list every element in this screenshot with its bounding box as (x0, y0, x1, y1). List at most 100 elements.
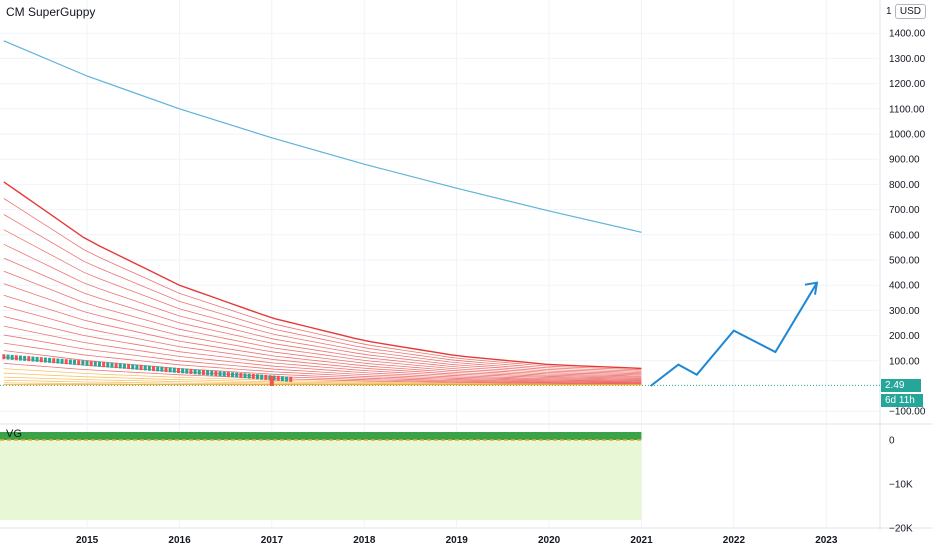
candle (164, 367, 168, 373)
candles (2, 354, 293, 386)
guppy-line (3, 283, 642, 378)
candle (97, 361, 101, 367)
currency-button[interactable]: USD (894, 4, 926, 19)
candle (56, 358, 60, 364)
candle (10, 354, 14, 360)
candle (93, 361, 97, 367)
candle (201, 369, 205, 375)
y-tick-label: 900.00 (889, 155, 920, 166)
y-tick-label: 300.00 (889, 306, 920, 317)
guppy-line (3, 356, 642, 384)
candle (269, 375, 274, 386)
candle (193, 369, 197, 375)
candle (160, 366, 164, 372)
candle (210, 370, 214, 376)
candle (118, 363, 122, 369)
candle (85, 360, 89, 366)
guppy-line (3, 214, 642, 372)
x-tick-label: 2021 (630, 535, 653, 546)
candle (214, 370, 218, 376)
candle (185, 368, 189, 374)
guppy-line (3, 243, 642, 375)
x-tick-label: 2023 (815, 535, 838, 546)
guppy-line (3, 229, 642, 373)
vg-y-tick-label: −10K (889, 480, 913, 491)
study-title[interactable]: CM SuperGuppy (6, 5, 96, 19)
y-tick-label: 1400.00 (889, 29, 926, 40)
candle (206, 370, 210, 376)
candle (77, 360, 81, 366)
candle (110, 362, 114, 368)
candle (243, 373, 247, 379)
guppy-line (3, 316, 642, 381)
candle (52, 358, 56, 364)
candle (235, 372, 239, 378)
guppy-line (3, 257, 642, 376)
candle (143, 365, 147, 371)
guppy-line (3, 305, 642, 380)
guppy-line (3, 198, 642, 371)
candle (231, 372, 235, 378)
candle (135, 364, 139, 370)
guppy-line (3, 270, 642, 377)
y-tick-label: 1100.00 (889, 104, 925, 115)
x-tick-label: 2016 (168, 535, 191, 546)
vg-y-tick-label: 0 (889, 436, 895, 447)
candle (81, 360, 85, 366)
candle (18, 355, 22, 361)
candle (168, 367, 172, 373)
candle (48, 357, 52, 363)
candle (131, 364, 135, 370)
guppy-ribbon (3, 181, 642, 386)
candle (218, 371, 222, 377)
candle (239, 372, 243, 378)
candle (189, 368, 193, 374)
candle (251, 373, 255, 379)
candle (106, 362, 110, 368)
candle (127, 364, 131, 370)
candle (255, 374, 259, 380)
vg-pane-title[interactable]: VG (6, 428, 22, 440)
candle (276, 375, 280, 381)
guppy-line (3, 334, 642, 382)
candle (226, 371, 230, 377)
candle (60, 358, 64, 364)
last-price-tag: 2.49 (881, 379, 921, 392)
candle (39, 357, 43, 363)
candle (280, 376, 284, 382)
x-tick-label: 2022 (723, 535, 746, 546)
vg-y-tick-label: −20K (889, 524, 913, 535)
candle (172, 367, 176, 373)
y-tick-partial: 1 (886, 6, 892, 17)
guppy-line (3, 181, 642, 370)
candle (68, 359, 72, 365)
candle (73, 359, 77, 365)
x-tick-label: 2018 (353, 535, 376, 546)
y-tick-label: 800.00 (889, 180, 920, 191)
y-tick-label: 100.00 (889, 356, 920, 367)
y-tick-label: −100.00 (889, 407, 926, 418)
candle (27, 356, 31, 362)
candle (156, 366, 160, 372)
candle (35, 356, 39, 362)
candle (64, 359, 68, 365)
candle (114, 363, 118, 369)
y-tick-label: 400.00 (889, 281, 920, 292)
candle (260, 374, 264, 380)
currency-label: USD (899, 6, 921, 17)
candle (147, 365, 151, 371)
countdown-tag: 6d 11h (881, 394, 923, 407)
candle (14, 355, 18, 361)
candle (222, 371, 226, 377)
x-tick-label: 2019 (446, 535, 469, 546)
candle (31, 356, 35, 362)
vg-fill (0, 440, 642, 520)
vg-pane (0, 432, 642, 520)
candle (2, 354, 6, 360)
candle (247, 373, 251, 379)
candle (264, 374, 268, 380)
projection-arrowhead (804, 281, 819, 295)
candle (43, 357, 47, 363)
candle (23, 355, 27, 361)
